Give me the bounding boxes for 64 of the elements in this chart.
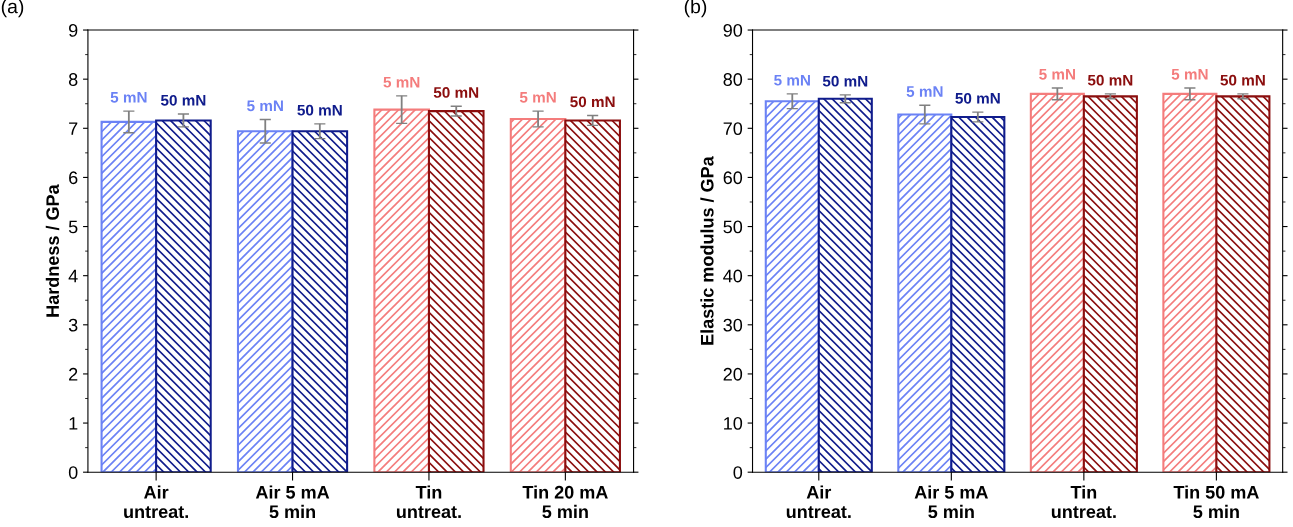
y-tick-label: 5 [68, 220, 78, 234]
bar [764, 100, 820, 473]
x-tick-label: Air untreat. [786, 485, 851, 519]
y-tick-label: 1 [69, 417, 78, 430]
y-tick-label: 4 [68, 269, 78, 283]
y-tick-label: 8 [68, 73, 78, 86]
y-tick-label: 70 [723, 122, 743, 136]
y-tick-label: 60 [723, 171, 743, 185]
y-tick-label: 10 [724, 417, 743, 430]
bar [1215, 95, 1271, 473]
bar [291, 130, 349, 473]
x-tick-label: Air 5 mA 5 min [914, 485, 988, 519]
bar [155, 119, 212, 473]
text: 50 mN [297, 104, 342, 116]
bar [427, 110, 485, 473]
y-tick-label: 7 [69, 122, 78, 135]
text: 5 mN [774, 74, 810, 86]
text: 5 mN [906, 86, 943, 97]
bar [100, 120, 158, 473]
y-tick-label: 9 [69, 23, 78, 37]
text: 5 mN [110, 92, 147, 103]
y-tick-label: 20 [723, 367, 743, 381]
y-tick-label: 3 [68, 318, 78, 332]
y-tick-label: 0 [733, 466, 743, 479]
bar [373, 108, 430, 473]
y-tick-label: 6 [69, 171, 78, 185]
text: 50 mN [822, 75, 868, 87]
y-tick-label: 40 [723, 269, 743, 283]
y-axis-title: Hardness / GPa [45, 184, 60, 317]
text: 50 mN [433, 87, 479, 98]
y-tick-label: 30 [723, 318, 743, 332]
y-axis-title: Elastic modulus / GPa [700, 156, 714, 345]
bar [950, 115, 1006, 473]
x-tick-label: Air untreat. [124, 485, 188, 519]
bar [236, 130, 294, 473]
bar [1082, 95, 1138, 473]
text: 5 mN [247, 100, 283, 112]
text: 5 mN [1171, 69, 1208, 80]
y-tick-label: 80 [723, 73, 743, 86]
x-tick-label: Air 5 mA 5 min [255, 485, 330, 519]
x-tick-label: Tin 50 mA 5 min [1173, 485, 1259, 519]
series-label: 50 mN [1087, 74, 1133, 86]
chart-title: (b) [684, 0, 707, 18]
bar [564, 119, 621, 473]
series-label: 5 mN [519, 92, 556, 103]
bar [897, 113, 953, 473]
series-label: 5 mN [1039, 69, 1075, 80]
series-label: 50 mN [570, 96, 615, 108]
y-tick-label: 90 [723, 23, 743, 37]
chart-title: (a) [1, 0, 24, 18]
bar [1029, 92, 1085, 473]
text: 5 mN [383, 76, 420, 88]
bar [509, 117, 567, 473]
bar [817, 97, 873, 473]
x-tick-label: Tin untreat. [1051, 485, 1116, 519]
text: 50 mN [160, 94, 206, 106]
y-tick-label: 0 [68, 466, 78, 479]
y-tick-label: 50 [723, 220, 743, 234]
x-tick-label: Tin 20 mA 5 min [522, 485, 608, 519]
x-tick-label: Tin untreat. [396, 485, 461, 519]
text: 50 mN [1220, 74, 1265, 86]
bar [1162, 92, 1218, 473]
y-tick-label: 2 [69, 367, 78, 381]
text: 50 mN [955, 92, 1000, 104]
